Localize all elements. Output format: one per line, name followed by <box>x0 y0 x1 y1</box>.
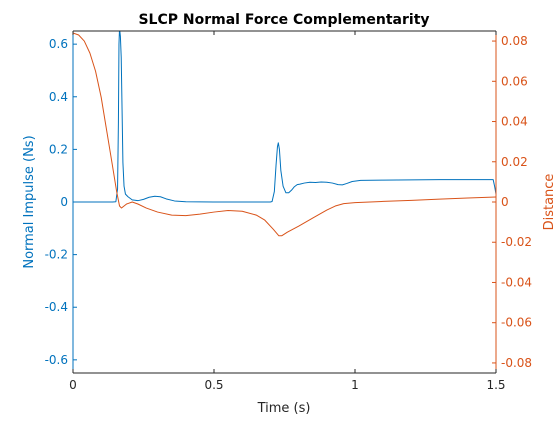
y-right-tick-label: -0.08 <box>501 356 532 370</box>
x-tick-label: 1 <box>351 378 359 392</box>
series-layer <box>73 31 496 237</box>
x-tick-label: 1.5 <box>486 378 505 392</box>
y-left-tick-label: 0.6 <box>49 37 68 51</box>
y-right-tick-label: 0.02 <box>501 155 528 169</box>
x-tick-label: 0 <box>69 378 77 392</box>
y-right-tick-label: 0.04 <box>501 115 528 129</box>
y-right-axis-label: Distance <box>542 174 557 231</box>
y-left-tick-label: 0 <box>60 195 68 209</box>
y-right-tick-label: -0.04 <box>501 275 532 289</box>
chart-title: SLCP Normal Force Complementarity <box>138 12 429 28</box>
y-left-tick-label: 0.4 <box>49 90 68 104</box>
series-line-distance <box>73 32 496 237</box>
y-left-tick-label: -0.6 <box>45 353 68 367</box>
x-axis-label: Time (s) <box>257 401 311 416</box>
y-right-tick-label: -0.02 <box>501 235 532 249</box>
plot-area-background <box>73 31 496 373</box>
y-left-axis-label: Normal Impulse (Ns) <box>22 135 37 268</box>
x-tick-label: 0.5 <box>204 378 223 392</box>
y-right-tick-label: -0.06 <box>501 316 532 330</box>
y-left-tick-label: -0.4 <box>45 300 68 314</box>
y-left-tick-label: -0.2 <box>45 248 68 262</box>
y-right-tick-label: 0 <box>501 195 509 209</box>
y-right-tick-label: 0.06 <box>501 74 528 88</box>
series-line-normal-impulse <box>73 31 496 203</box>
axes-layer: 0 0.5 1 1.5 -0.6 -0.4 -0.2 0 0.2 0.4 0.6 -0.08 -0.06… <box>45 30 532 392</box>
y-right-tick-label: 0.08 <box>501 34 528 48</box>
y-left-tick-label: 0.2 <box>49 142 68 156</box>
